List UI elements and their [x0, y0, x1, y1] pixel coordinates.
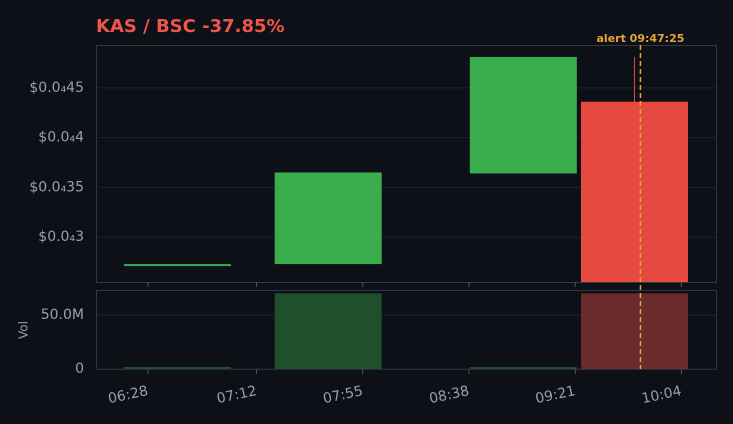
y-tick-label: $0.0₄45 [29, 80, 84, 96]
candle-body [580, 101, 688, 283]
chart-title: KAS / BSC -37.85% [96, 16, 285, 37]
y-tick-label: $0.0₄35 [29, 179, 84, 195]
price-panel [96, 45, 717, 283]
y2-axis-label: Vol [17, 321, 31, 339]
y-tick-label: $0.0₄4 [38, 130, 84, 146]
volume-bar [469, 367, 577, 369]
alert-label: alert 09:47:25 [597, 32, 685, 45]
candle-body [124, 264, 232, 267]
candle-body [274, 172, 382, 265]
volume-bar [274, 293, 382, 369]
y2-tick-label: 0 [75, 361, 84, 377]
y2-tick-label: 50.0M [41, 307, 84, 323]
y-tick-label: $0.0₄3 [38, 229, 84, 245]
candle-body [469, 56, 577, 174]
volume-bar [580, 293, 688, 369]
volume-bar [124, 367, 232, 369]
